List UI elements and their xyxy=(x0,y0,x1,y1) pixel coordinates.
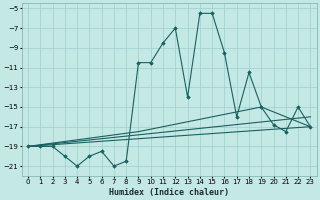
X-axis label: Humidex (Indice chaleur): Humidex (Indice chaleur) xyxy=(109,188,229,197)
